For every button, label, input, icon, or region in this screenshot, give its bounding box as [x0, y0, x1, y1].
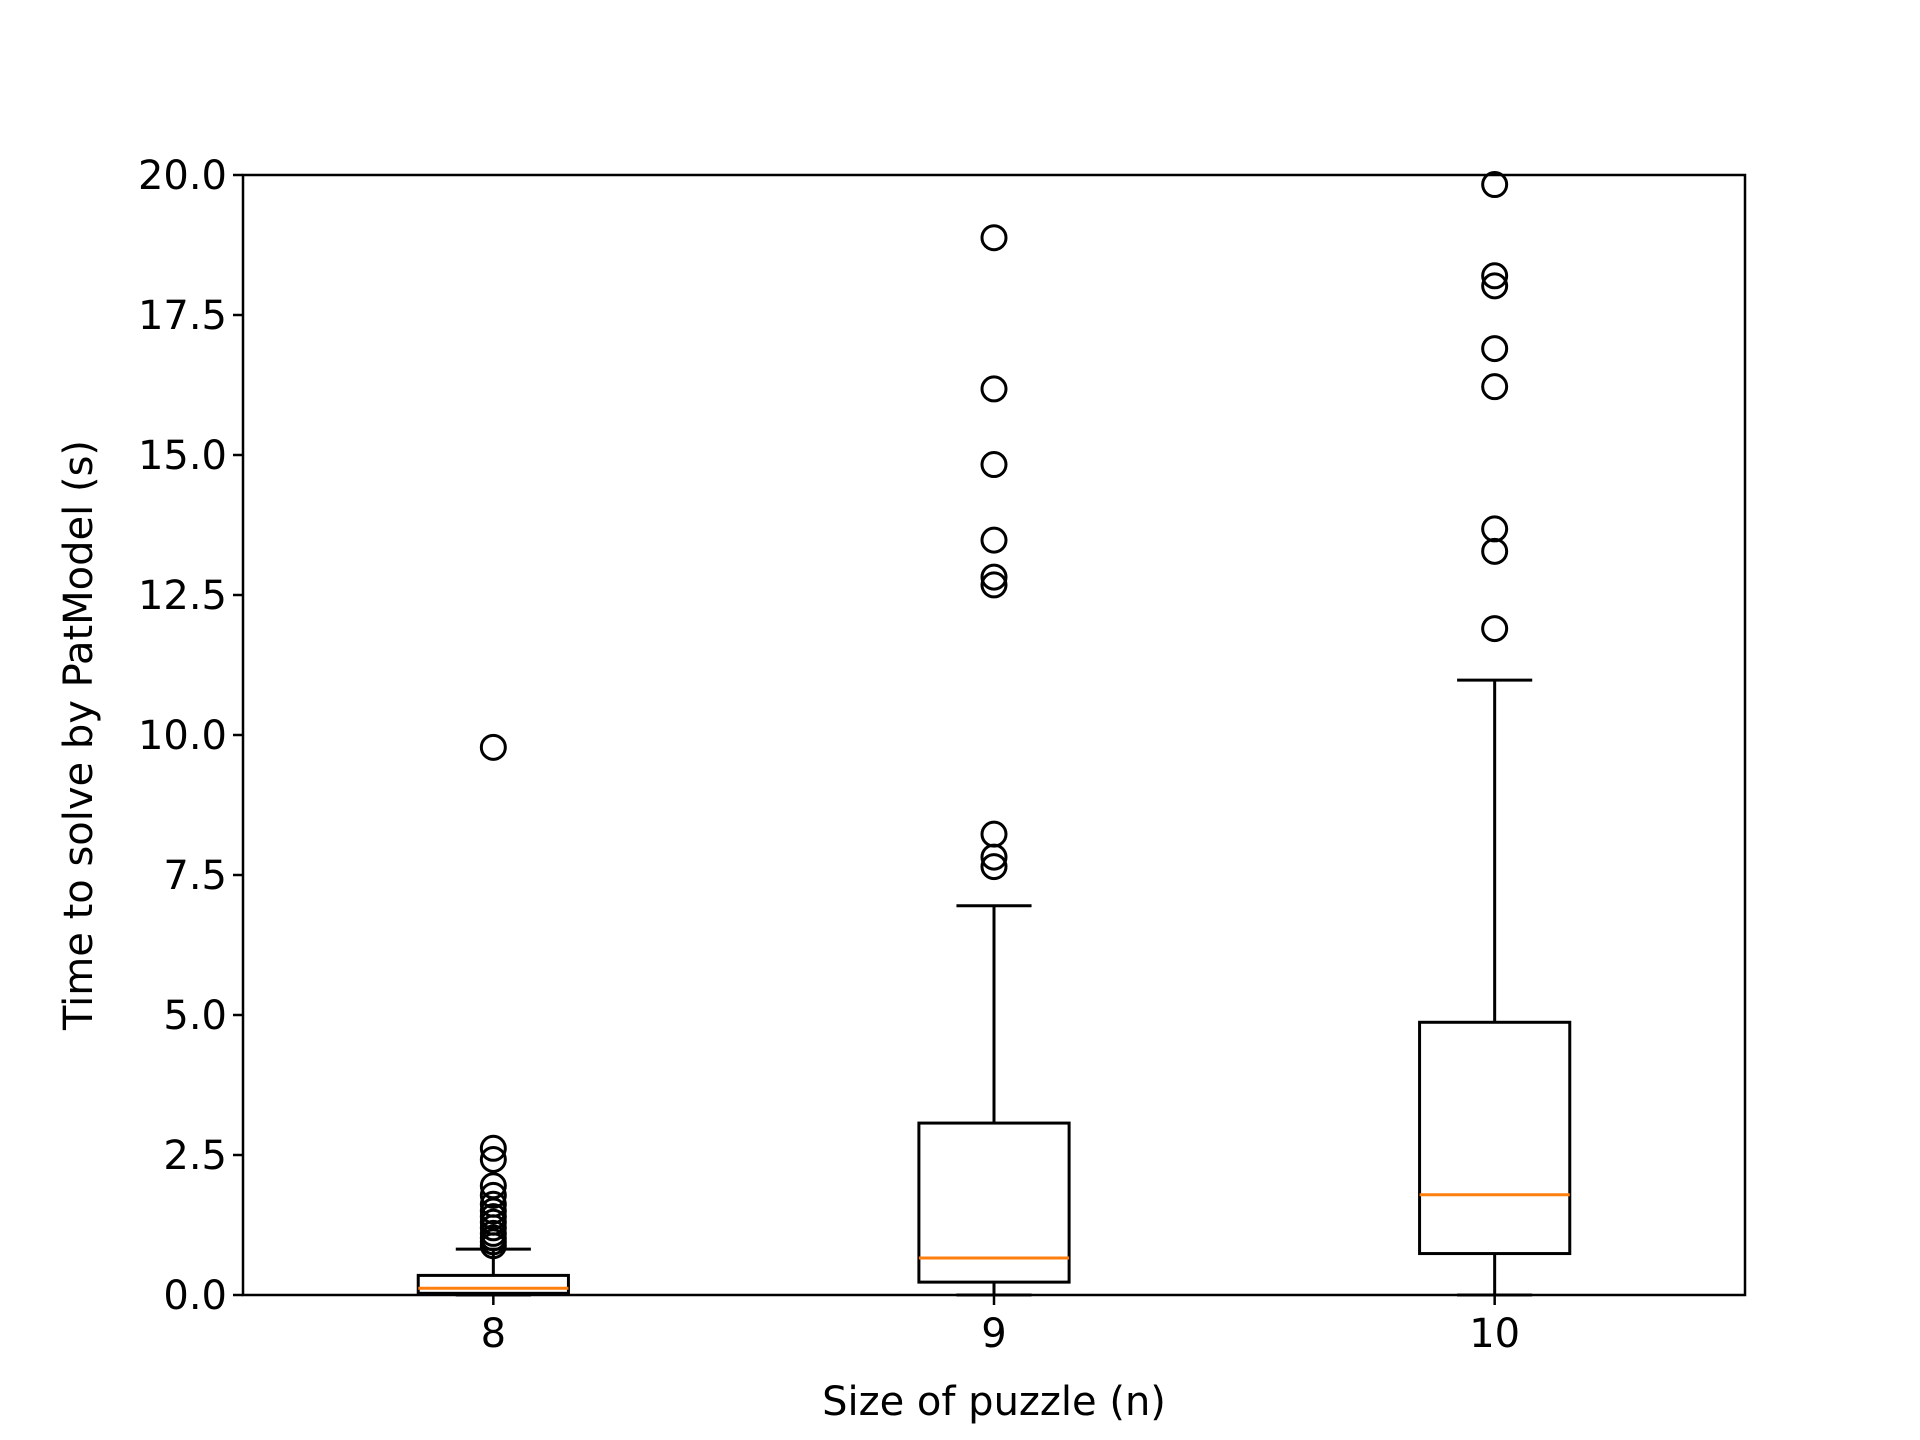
- outlier-point: [479, 1232, 507, 1260]
- x-axis: 8 9 10: [481, 1295, 1520, 1357]
- iqr-box: [917, 1121, 1071, 1284]
- outlier-point: [980, 843, 1008, 871]
- outlier-point: [1481, 373, 1509, 401]
- outlier-point: [479, 1145, 507, 1173]
- y-tick-label: 12.5: [138, 573, 227, 619]
- outlier-point: [980, 375, 1008, 403]
- outlier-point: [980, 224, 1008, 252]
- iqr-box: [1418, 1020, 1572, 1256]
- outlier-point: [980, 526, 1008, 554]
- y-tick-label: 0.0: [163, 1273, 227, 1319]
- outlier-point: [479, 733, 507, 761]
- y-axis-label: Time to solve by PatModel (s): [56, 440, 102, 1031]
- outlier-point: [980, 451, 1008, 479]
- y-tick-label: 20.0: [138, 153, 227, 199]
- y-tick-label: 10.0: [138, 713, 227, 759]
- plot-marks: [416, 171, 1572, 1297]
- y-tick-label: 2.5: [163, 1133, 227, 1179]
- outlier-point: [1481, 272, 1509, 300]
- x-tick-label: 9: [981, 1311, 1006, 1357]
- outlier-point: [1481, 537, 1509, 565]
- y-tick-label: 15.0: [138, 433, 227, 479]
- outlier-point: [1481, 262, 1509, 290]
- y-tick-label: 7.5: [163, 853, 227, 899]
- outlier-point: [1481, 615, 1509, 643]
- outlier-point: [980, 853, 1008, 881]
- y-axis: 0.0 2.5 5.0 7.5 10.0 12.5 15.0 17.5 20.0: [138, 153, 243, 1319]
- outlier-point: [1481, 515, 1509, 543]
- outlier-point: [1481, 171, 1509, 199]
- iqr-box: [416, 1273, 570, 1295]
- box-group-8: [416, 733, 570, 1297]
- outlier-point: [980, 571, 1008, 599]
- y-tick-label: 5.0: [163, 993, 227, 1039]
- outlier-point: [479, 1181, 507, 1209]
- x-tick-label: 8: [481, 1311, 506, 1357]
- y-tick-label: 17.5: [138, 293, 227, 339]
- outlier-point: [1481, 335, 1509, 363]
- x-axis-label: Size of puzzle (n): [822, 1379, 1166, 1425]
- x-tick-label: 10: [1469, 1311, 1520, 1357]
- outlier-point: [479, 1134, 507, 1162]
- outlier-point: [980, 563, 1008, 591]
